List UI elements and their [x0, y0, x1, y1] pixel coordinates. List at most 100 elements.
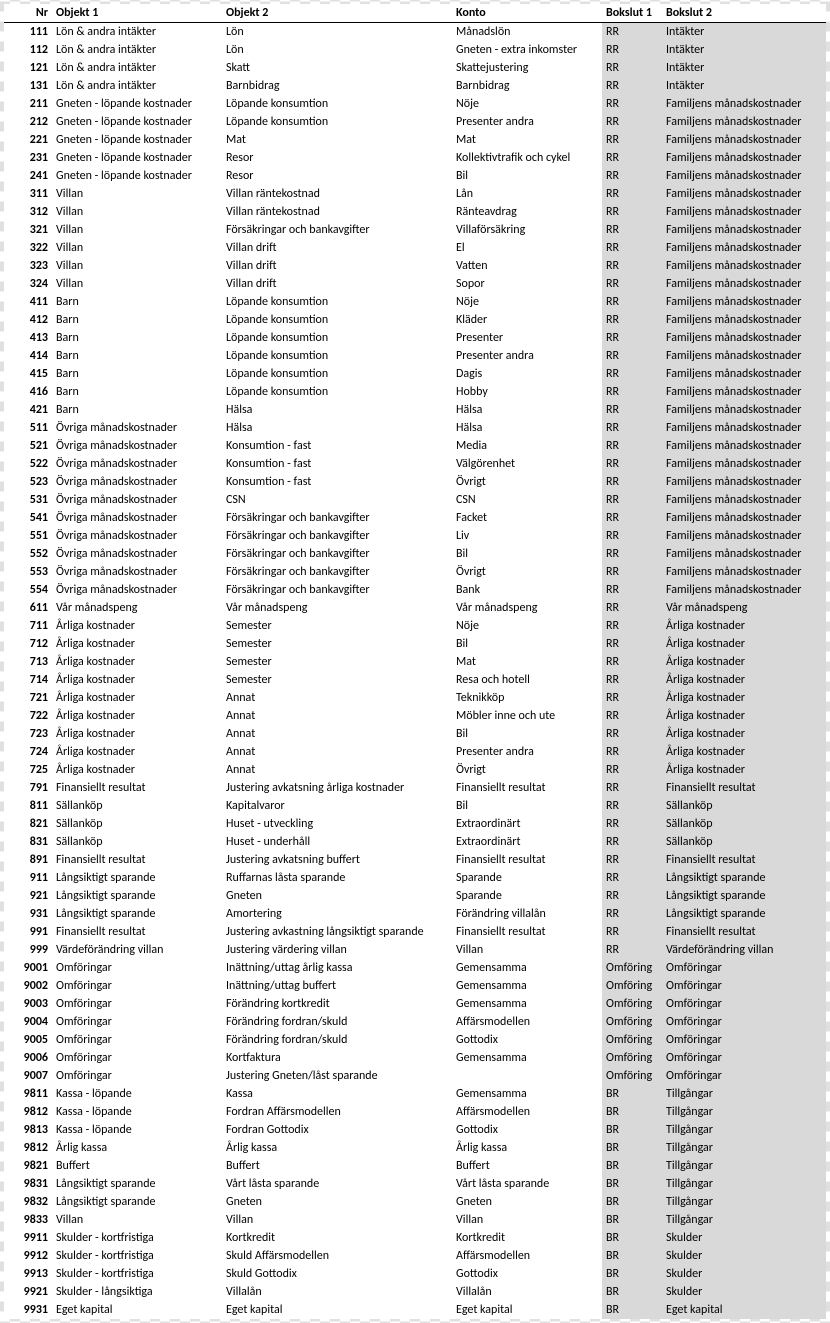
table-cell: Dagis — [452, 365, 602, 383]
table-cell: Årliga kostnader — [662, 635, 826, 653]
table-cell: RR — [602, 779, 662, 797]
col-bok2: Bokslut 2 — [662, 4, 826, 23]
table-cell: Tillgångar — [662, 1193, 826, 1211]
table-cell: Årliga kostnader — [662, 689, 826, 707]
table-cell: 9006 — [4, 1049, 52, 1067]
table-row: 9813Kassa - löpandeFordran GottodixGotto… — [4, 1121, 826, 1139]
table-row: 611Vår månadspengVår månadspengVår månad… — [4, 599, 826, 617]
table-cell: Gneten - löpande kostnader — [52, 95, 222, 113]
table-cell: Omföringar — [52, 1031, 222, 1049]
table-cell: Justering avkastning långsiktigt sparand… — [222, 923, 452, 941]
table-cell: Gemensamma — [452, 1049, 602, 1067]
table-cell: 721 — [4, 689, 52, 707]
table-cell: Familjens månadskostnader — [662, 581, 826, 599]
table-cell: Skuld Gottodix — [222, 1265, 452, 1283]
table-cell: RR — [602, 59, 662, 77]
table-cell: Finansiellt resultat — [452, 923, 602, 941]
table-cell: RR — [602, 527, 662, 545]
table-row: 9913Skulder - kortfristigaSkuld Gottodix… — [4, 1265, 826, 1283]
table-row: 413BarnLöpande konsumtionPresenterRRFami… — [4, 329, 826, 347]
table-cell: Annat — [222, 743, 452, 761]
table-cell: 9812 — [4, 1103, 52, 1121]
table-cell: 212 — [4, 113, 52, 131]
table-cell: RR — [602, 347, 662, 365]
table-cell: Barn — [52, 347, 222, 365]
table-cell: Årliga kostnader — [52, 635, 222, 653]
table-cell: Årliga kostnader — [662, 653, 826, 671]
table-cell: Övrigt — [452, 563, 602, 581]
table-cell: Familjens månadskostnader — [662, 329, 826, 347]
table-cell: RR — [602, 833, 662, 851]
table-cell: Årliga kostnader — [52, 617, 222, 635]
table-cell: 131 — [4, 77, 52, 95]
table-cell: Omföringar — [52, 959, 222, 977]
table-cell: 521 — [4, 437, 52, 455]
table-row: 9006OmföringarKortfakturaGemensammaOmför… — [4, 1049, 826, 1067]
table-cell: Årliga kostnader — [662, 707, 826, 725]
table-row: 9811Kassa - löpandeKassaGemensammaBRTill… — [4, 1085, 826, 1103]
table-cell: Årliga kostnader — [662, 761, 826, 779]
table-cell: Extraordinärt — [452, 833, 602, 851]
header-row: Nr Objekt 1 Objekt 2 Konto Bokslut 1 Bok… — [4, 4, 826, 23]
table-cell: 9813 — [4, 1121, 52, 1139]
table-cell: Familjens månadskostnader — [662, 491, 826, 509]
table-cell: Villan räntekostnad — [222, 203, 452, 221]
table-cell: 9003 — [4, 995, 52, 1013]
table-cell: RR — [602, 311, 662, 329]
table-row: 312VillanVillan räntekostnadRänteavdragR… — [4, 203, 826, 221]
table-cell: Villan — [52, 185, 222, 203]
table-row: 554Övriga månadskostnaderFörsäkringar oc… — [4, 581, 826, 599]
table-cell: Familjens månadskostnader — [662, 149, 826, 167]
table-cell: Tillgångar — [662, 1211, 826, 1229]
table-cell: Vatten — [452, 257, 602, 275]
table-cell: 415 — [4, 365, 52, 383]
table-cell: 722 — [4, 707, 52, 725]
table-cell: Villan drift — [222, 257, 452, 275]
table-cell: Barn — [52, 293, 222, 311]
table-cell: 531 — [4, 491, 52, 509]
table-row: 415BarnLöpande konsumtionDagisRRFamiljen… — [4, 365, 826, 383]
table-cell: Gneten - extra inkomster — [452, 41, 602, 59]
table-cell: Presenter andra — [452, 113, 602, 131]
table-cell: Familjens månadskostnader — [662, 347, 826, 365]
table-row: 111Lön & andra intäkterLönMånadslönRRInt… — [4, 23, 826, 42]
table-cell: Omföringar — [662, 1031, 826, 1049]
table-cell: Löpande konsumtion — [222, 365, 452, 383]
table-row: 322VillanVillan driftElRRFamiljens månad… — [4, 239, 826, 257]
table-cell: 551 — [4, 527, 52, 545]
table-cell: Finansiellt resultat — [662, 851, 826, 869]
table-cell: Lån — [452, 185, 602, 203]
table-cell: El — [452, 239, 602, 257]
table-cell: Sparande — [452, 887, 602, 905]
table-cell: Skattejustering — [452, 59, 602, 77]
table-cell: Familjens månadskostnader — [662, 437, 826, 455]
table-cell: 121 — [4, 59, 52, 77]
table-cell: 413 — [4, 329, 52, 347]
table-cell: RR — [602, 905, 662, 923]
table-cell: Långsiktigt sparande — [52, 1175, 222, 1193]
table-row: 522Övriga månadskostnaderKonsumtion - fa… — [4, 455, 826, 473]
table-cell: Annat — [222, 725, 452, 743]
table-row: 511Övriga månadskostnaderHälsaHälsaRRFam… — [4, 419, 826, 437]
table-cell: RR — [602, 617, 662, 635]
table-cell: RR — [602, 203, 662, 221]
table-cell: RR — [602, 869, 662, 887]
table-row: 9002OmföringarInättning/uttag buffertGem… — [4, 977, 826, 995]
table-cell: Skulder - långsiktiga — [52, 1283, 222, 1301]
table-cell: Kassa — [222, 1085, 452, 1103]
table-cell: Semester — [222, 635, 452, 653]
table-row: 421BarnHälsaHälsaRRFamiljens månadskostn… — [4, 401, 826, 419]
table-cell: Bil — [452, 545, 602, 563]
table-cell: Hälsa — [222, 419, 452, 437]
table-cell: Övrigt — [452, 761, 602, 779]
table-cell: RR — [602, 41, 662, 59]
table-cell: Gneten - löpande kostnader — [52, 167, 222, 185]
table-cell: BR — [602, 1247, 662, 1265]
table-row: 9833VillanVillanVillanBRTillgångar — [4, 1211, 826, 1229]
table-cell: Omföringar — [662, 959, 826, 977]
table-cell: Gemensamma — [452, 1085, 602, 1103]
table-row: 9832Långsiktigt sparandeGnetenGnetenBRTi… — [4, 1193, 826, 1211]
table-cell: RR — [602, 887, 662, 905]
table-cell: Villan — [52, 275, 222, 293]
table-cell: 324 — [4, 275, 52, 293]
